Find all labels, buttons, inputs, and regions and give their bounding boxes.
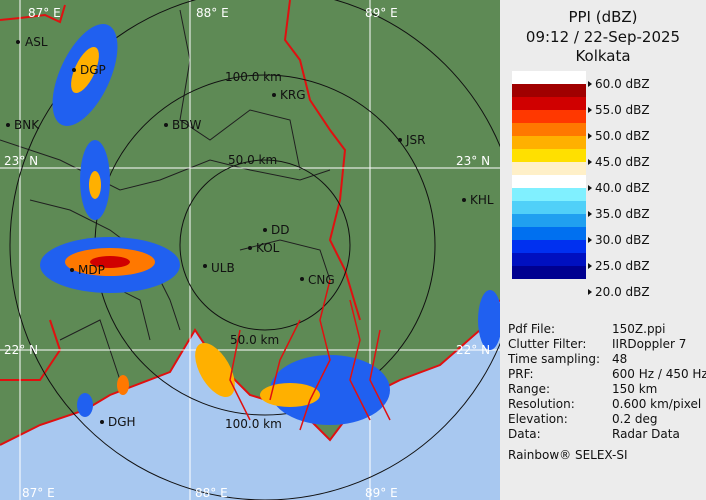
city-label-dd: DD	[271, 223, 289, 237]
color-scale-label: 60.0 dBZ	[588, 77, 650, 91]
color-scale-swatch	[512, 214, 586, 227]
color-scale-label: 35.0 dBZ	[588, 207, 650, 221]
color-scale-swatch	[512, 71, 586, 84]
info-row: Data: Radar Data	[508, 427, 680, 441]
range-label-50-bottom: 50.0 km	[230, 333, 279, 347]
color-scale-swatch	[512, 240, 586, 253]
city-label-cng: CNG	[308, 273, 335, 287]
info-row: Elevation: 0.2 deg	[508, 412, 658, 426]
info-row: Range: 150 km	[508, 382, 657, 396]
color-scale-label: 45.0 dBZ	[588, 155, 650, 169]
info-row: Clutter Filter: IIRDoppler 7	[508, 337, 686, 351]
sea	[0, 300, 500, 500]
color-scale-label: 55.0 dBZ	[588, 103, 650, 117]
coastline	[0, 299, 500, 446]
color-scale-swatch	[512, 162, 586, 175]
river-network	[229, 279, 391, 431]
info-key: Resolution:	[508, 397, 575, 411]
info-value: 48	[612, 352, 628, 366]
color-scale-swatch	[512, 97, 586, 110]
color-scale-swatch	[512, 84, 586, 97]
info-row: Pdf File: 150Z.ppi	[508, 322, 666, 336]
info-value: IIRDoppler 7	[612, 337, 687, 351]
info-value: 0.2 deg	[612, 412, 658, 426]
info-key: Elevation:	[508, 412, 568, 426]
color-scale-swatch	[512, 253, 586, 266]
color-scale-label: 50.0 dBZ	[588, 129, 650, 143]
info-value: 150 km	[612, 382, 658, 396]
city-label-dgp: DGP	[80, 63, 106, 77]
range-label-100-bottom: 100.0 km	[225, 417, 282, 431]
info-value: Radar Data	[612, 427, 680, 441]
info-key: Data:	[508, 427, 541, 441]
info-panel: PPI (dBZ) 09:12 / 22-Sep-2025 Kolkata 60…	[500, 0, 706, 500]
product-title: PPI (dBZ)	[568, 8, 638, 26]
city-label-kol: KOL	[256, 241, 280, 255]
graticule	[0, 0, 500, 500]
color-scale-swatch	[512, 188, 586, 201]
radar-echoes	[40, 24, 500, 425]
info-row: PRF: 600 Hz / 450 Hz	[508, 367, 706, 381]
color-scale-swatch	[512, 123, 586, 136]
info-key: PRF:	[508, 367, 534, 381]
lat-label-22-left: 22° N	[4, 343, 38, 357]
city-label-khl: KHL	[470, 193, 494, 207]
city-label-ulb: ULB	[211, 261, 235, 275]
city-label-bnk: BNK	[14, 118, 40, 132]
info-value: 0.600 km/pixel	[612, 397, 702, 411]
info-value: 600 Hz / 450 Hz	[612, 367, 706, 381]
radar-map[interactable]: ASL DGP BNK BDW KRG JSR KHL MDP DD KOL U…	[0, 0, 500, 500]
color-scale-swatch	[512, 149, 586, 162]
lat-label-23-left: 23° N	[4, 154, 38, 168]
color-scale-swatch	[512, 110, 586, 123]
color-scale-label: 30.0 dBZ	[588, 233, 650, 247]
footer-credit: Rainbow® SELEX-SI	[508, 448, 628, 462]
lat-label-22-right: 22° N	[456, 343, 490, 357]
info-row: Time sampling: 48	[508, 352, 627, 366]
info-key: Time sampling:	[508, 352, 601, 366]
color-scale-label: 40.0 dBZ	[588, 181, 650, 195]
color-scale-label: 25.0 dBZ	[588, 259, 650, 273]
info-key: Pdf File:	[508, 322, 556, 336]
lon-label-87-top: 87° E	[28, 6, 61, 20]
color-scale-swatch	[512, 227, 586, 240]
info-value: 150Z.ppi	[612, 322, 666, 336]
lon-label-88-bottom: 88° E	[195, 486, 228, 500]
station-name: Kolkata	[575, 47, 631, 65]
info-key: Clutter Filter:	[508, 337, 587, 351]
color-scale-swatch	[512, 266, 586, 279]
lon-label-89-bottom: 89° E	[365, 486, 398, 500]
info-key: Range:	[508, 382, 551, 396]
color-scale-swatch	[512, 136, 586, 149]
color-scale-swatch	[512, 175, 586, 188]
lon-label-89-top: 89° E	[365, 6, 398, 20]
lat-label-23-right: 23° N	[456, 154, 490, 168]
info-row: Resolution: 0.600 km/pixel	[508, 397, 701, 411]
lon-label-87-bottom: 87° E	[22, 486, 55, 500]
city-label-dgh: DGH	[108, 415, 136, 429]
city-label-krg: KRG	[280, 88, 306, 102]
city-label-jsr: JSR	[405, 133, 426, 147]
range-label-100-top: 100.0 km	[225, 70, 282, 84]
timestamp: 09:12 / 22-Sep-2025	[525, 28, 681, 46]
city-label-asl: ASL	[25, 35, 48, 49]
city-label-bdw: BDW	[172, 118, 201, 132]
color-scale-swatch	[512, 201, 586, 214]
color-scale-label: 20.0 dBZ	[588, 285, 650, 299]
lon-label-88-top: 88° E	[196, 6, 229, 20]
city-label-mdp: MDP	[78, 263, 105, 277]
range-label-50-top: 50.0 km	[228, 153, 277, 167]
city-markers	[6, 40, 466, 424]
